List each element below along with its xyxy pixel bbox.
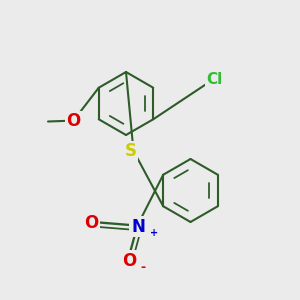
Text: O: O — [122, 252, 136, 270]
Text: +: + — [150, 228, 159, 239]
Text: N: N — [131, 218, 145, 236]
Text: O: O — [66, 112, 81, 130]
Text: -: - — [140, 260, 145, 274]
Text: O: O — [84, 214, 99, 232]
Text: Cl: Cl — [206, 72, 223, 87]
Text: S: S — [124, 142, 136, 160]
